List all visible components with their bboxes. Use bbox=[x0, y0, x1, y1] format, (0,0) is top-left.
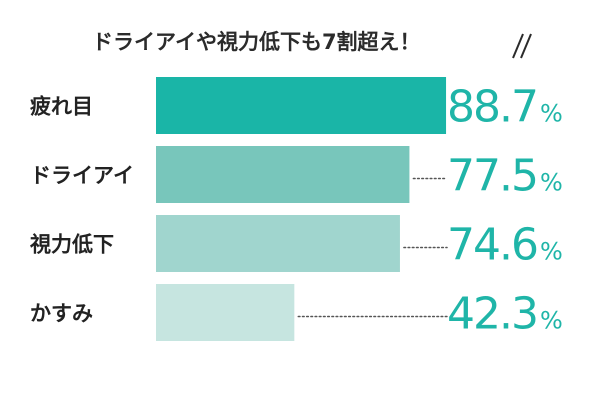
category-label: 視力低下 bbox=[29, 233, 114, 257]
data-label: 88.7% bbox=[447, 82, 563, 133]
data-label: 77.5% bbox=[447, 151, 563, 202]
chart-title: ドライアイや視力低下も7割超え！ bbox=[92, 30, 421, 54]
bar-1 bbox=[156, 77, 447, 134]
bar-3 bbox=[156, 215, 400, 272]
title-slash-mark-2 bbox=[520, 33, 532, 59]
bar-2 bbox=[156, 146, 410, 203]
category-label: ドライアイ bbox=[30, 164, 134, 188]
title-slash-mark-1 bbox=[512, 33, 524, 59]
data-label: 74.6% bbox=[447, 220, 563, 271]
category-label: 疲れ目 bbox=[30, 95, 93, 119]
category-label: かすみ bbox=[30, 302, 93, 326]
data-label: 42.3% bbox=[447, 289, 563, 340]
bar-4 bbox=[156, 284, 295, 341]
bars-layer: 疲れ目 88.7 % ドライアイ 77.5 % 視力低下 74.6 % かすみ 42.3% bbox=[29, 77, 563, 341]
